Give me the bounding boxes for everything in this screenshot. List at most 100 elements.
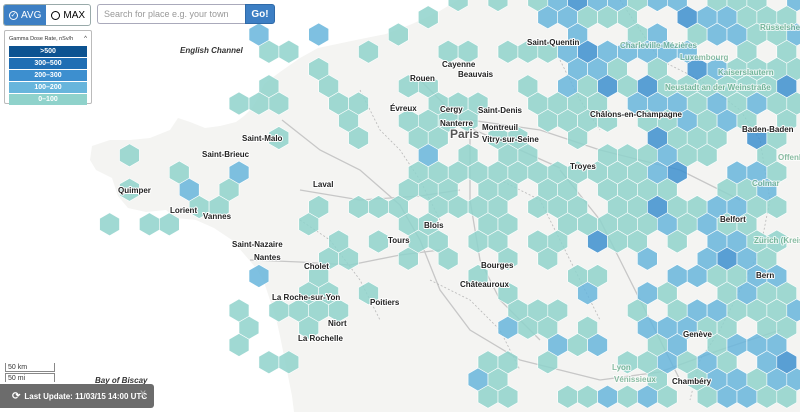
dose-rate-hex[interactable] xyxy=(159,212,180,237)
dose-rate-hex[interactable] xyxy=(388,22,409,47)
dose-rate-hex[interactable] xyxy=(617,384,638,409)
city-label: Genève xyxy=(683,330,712,339)
city-label: Blois xyxy=(424,221,444,230)
dose-rate-hex[interactable] xyxy=(577,384,598,409)
legend-bin: 0–100 xyxy=(9,94,87,105)
sea-label: Bay of Biscay xyxy=(95,376,148,385)
scale-bar-km: 50 km xyxy=(5,363,55,372)
dose-rate-hex[interactable] xyxy=(487,0,509,12)
close-icon[interactable]: X xyxy=(139,389,146,399)
dose-rate-hex[interactable] xyxy=(368,229,389,254)
dose-rate-hex[interactable] xyxy=(348,126,369,150)
dose-rate-hex[interactable] xyxy=(567,126,588,150)
dose-rate-hex[interactable] xyxy=(696,143,718,168)
avg-option[interactable]: ✓ AVG xyxy=(4,5,47,25)
check-icon: ✓ xyxy=(9,10,18,20)
dose-rate-hex[interactable] xyxy=(647,0,668,12)
dose-rate-hex[interactable] xyxy=(587,333,608,357)
dose-rate-hex[interactable] xyxy=(437,246,459,271)
city-label: Baden-Baden xyxy=(742,125,794,134)
city-label: Tours xyxy=(388,236,410,245)
dose-rate-hex[interactable] xyxy=(278,350,300,375)
last-update-bar: ⟳ Last Update: 11/03/15 14:00 UTC X xyxy=(0,384,154,408)
dose-rate-hex[interactable] xyxy=(656,384,678,409)
sea-layer xyxy=(0,0,458,412)
city-label: Neustadt an der Weinstraße xyxy=(665,83,771,92)
city-label: Saint-Nazaire xyxy=(232,240,283,249)
city-label: Beauvais xyxy=(458,70,494,79)
dose-rate-hex[interactable] xyxy=(328,298,349,323)
dose-rate-hex[interactable] xyxy=(298,315,320,340)
dose-rate-hex[interactable] xyxy=(637,246,658,271)
dose-rate-hex[interactable] xyxy=(398,246,419,271)
dose-rate-hex[interactable] xyxy=(298,212,320,237)
city-label: Colmar xyxy=(752,179,780,188)
dose-rate-hex[interactable] xyxy=(119,143,140,168)
dose-rate-hex[interactable] xyxy=(537,350,559,375)
dose-rate-hex[interactable] xyxy=(597,108,618,133)
dose-rate-hex[interactable] xyxy=(497,384,519,409)
dose-rate-hex[interactable] xyxy=(228,333,250,357)
dose-rate-hex[interactable] xyxy=(577,281,598,306)
dose-rate-hex[interactable] xyxy=(497,39,519,64)
city-label: Offenburg xyxy=(778,153,800,162)
city-label: Châlons-en-Champagne xyxy=(590,110,683,119)
dose-rate-hex[interactable] xyxy=(457,39,479,64)
city-label: Nanterre xyxy=(440,119,473,128)
legend-title: Gamma Dose Rate, nSv/h xyxy=(9,35,74,42)
dose-rate-hex[interactable] xyxy=(308,22,330,47)
dose-rate-hex[interactable] xyxy=(268,91,290,116)
city-label: Rüsselsheim xyxy=(760,23,800,32)
dose-rate-hex[interactable] xyxy=(358,281,379,306)
city-label: Poitiers xyxy=(370,298,400,307)
dose-rate-hex[interactable] xyxy=(666,229,688,254)
dose-rate-hex[interactable] xyxy=(248,264,270,288)
legend-header[interactable]: Gamma Dose Rate, nSv/h ^ xyxy=(9,34,87,43)
dose-rate-hex[interactable] xyxy=(766,195,788,219)
collapse-caret-icon[interactable]: ^ xyxy=(84,35,87,42)
avg-label: AVG xyxy=(21,9,42,21)
dose-rate-hex[interactable] xyxy=(338,246,359,271)
dose-rate-hex[interactable] xyxy=(417,5,439,30)
radio-icon xyxy=(51,10,61,20)
city-label: Châteauroux xyxy=(460,280,509,289)
city-label: Cayenne xyxy=(442,60,476,69)
dose-rate-hex[interactable] xyxy=(447,0,469,12)
avg-max-toggle[interactable]: ✓ AVG MAX xyxy=(3,4,92,26)
dose-rate-hex[interactable] xyxy=(268,126,290,150)
city-label: Montreuil xyxy=(482,123,518,132)
max-option[interactable]: MAX xyxy=(46,5,90,25)
dose-rate-hex[interactable] xyxy=(358,39,379,64)
city-label: Vénissieux xyxy=(614,375,656,384)
city-label: Saint-Denis xyxy=(478,106,523,115)
city-label: Chambéry xyxy=(672,377,712,386)
dose-rate-hex[interactable] xyxy=(99,212,120,237)
city-labels: English Channel Bay of Biscay Saint-Quen… xyxy=(94,22,800,387)
dose-rate-hex[interactable] xyxy=(776,384,798,409)
atlantic-sea xyxy=(0,0,458,412)
city-label: Belfort xyxy=(720,215,746,224)
dose-rate-hex[interactable] xyxy=(457,108,479,133)
dose-rate-hex[interactable] xyxy=(597,384,618,409)
dose-rate-hex[interactable] xyxy=(557,384,578,409)
max-label: MAX xyxy=(63,9,86,21)
city-label: Bern xyxy=(756,271,774,280)
go-button[interactable]: Go! xyxy=(245,4,275,24)
refresh-icon[interactable]: ⟳ xyxy=(12,390,21,402)
city-label: Charleville-Mézières xyxy=(620,41,697,50)
dose-rate-hex[interactable] xyxy=(467,264,489,288)
dose-rate-hex[interactable] xyxy=(537,246,559,271)
dose-rate-hex[interactable] xyxy=(278,39,300,64)
dose-rate-hex[interactable] xyxy=(208,195,230,219)
city-label: Niort xyxy=(328,319,347,328)
legend-panel: Gamma Dose Rate, nSv/h ^ >500 300–500 20… xyxy=(4,30,92,105)
search-input[interactable] xyxy=(97,4,245,24)
dose-rate-hex[interactable] xyxy=(497,246,519,271)
scale-bar-mi: 50 mi xyxy=(5,373,55,382)
city-label: Troyes xyxy=(570,162,596,171)
city-label: Lorient xyxy=(170,206,197,215)
city-label: Cergy xyxy=(440,105,463,114)
dose-rate-hex[interactable] xyxy=(119,177,140,202)
legend-bin: 100–200 xyxy=(9,82,87,93)
